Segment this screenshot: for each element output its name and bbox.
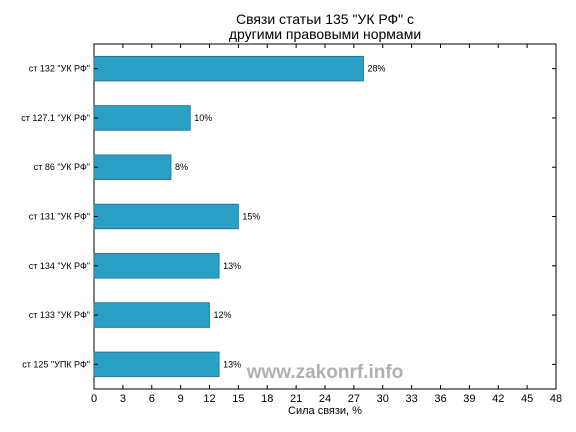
- bar-value-label-5: 12%: [214, 310, 232, 320]
- bar-value-label-3: 15%: [242, 212, 260, 222]
- bar-value-label-4: 13%: [223, 261, 241, 271]
- chart-title-line-1: Связи статьи 135 "УК РФ" с: [236, 11, 414, 27]
- bar-1: [93, 105, 191, 131]
- category-label-5: ст 133 "УК РФ": [29, 310, 90, 320]
- x-axis-title: Сила связи, %: [288, 405, 362, 417]
- bar-value-label-2: 8%: [175, 162, 188, 172]
- x-axis-ticks: 0 3 6 9 12 15 18 21 24 27 30 33 36 39 42 45 48: [91, 44, 562, 405]
- bar-value-label-0: 28%: [368, 64, 386, 74]
- category-label-4: ст 134 "УК РФ": [29, 261, 90, 271]
- bars-group: 28% ст 132 "УК РФ" 10% ст 127.1 "УК РФ" 8% ст…: [21, 55, 556, 378]
- category-label-3: ст 131 "УК РФ": [29, 212, 90, 222]
- category-label-6: ст 125 "УПК РФ": [22, 359, 90, 369]
- watermark-text: www.zakonrf.info: [246, 362, 404, 383]
- x-tick-label-15: 45: [521, 393, 533, 405]
- x-tick-label-7: 21: [290, 393, 302, 405]
- x-tick-label-2: 6: [149, 393, 155, 405]
- bar-4: [93, 253, 220, 279]
- x-tick-label-6: 18: [261, 393, 273, 405]
- bar-3: [93, 203, 239, 230]
- x-tick-label-12: 36: [434, 393, 446, 405]
- x-tick-label-0: 0: [91, 393, 97, 405]
- category-label-0: ст 132 "УК РФ": [29, 64, 90, 74]
- bar-2: [93, 154, 172, 180]
- x-tick-label-13: 39: [463, 393, 475, 405]
- x-tick-label-8: 24: [319, 393, 331, 405]
- bar-value-label-1: 10%: [194, 113, 212, 123]
- chart-title-line-2: другими правовыми нормами: [229, 26, 421, 42]
- bar-6: [93, 351, 220, 378]
- bar-value-label-6: 13%: [223, 359, 241, 369]
- bar-5: [93, 302, 210, 328]
- x-tick-label-4: 12: [203, 393, 215, 405]
- x-tick-label-16: 48: [550, 393, 562, 405]
- x-tick-label-11: 33: [406, 393, 418, 405]
- x-tick-label-9: 27: [348, 393, 360, 405]
- category-label-1: ст 127.1 "УК РФ": [21, 113, 90, 123]
- x-tick-label-14: 42: [492, 393, 504, 405]
- bar-0: [93, 55, 364, 82]
- x-tick-label-3: 9: [178, 393, 184, 405]
- x-tick-label-1: 3: [120, 393, 126, 405]
- x-tick-label-10: 30: [377, 393, 389, 405]
- x-tick-label-5: 15: [232, 393, 244, 405]
- category-label-2: ст 86 "УК РФ": [34, 162, 90, 172]
